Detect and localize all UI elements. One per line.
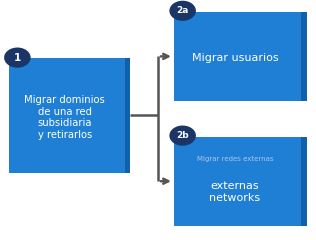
Bar: [301, 12, 307, 101]
Bar: [9, 58, 130, 173]
Text: Migrar redes externas: Migrar redes externas: [197, 156, 273, 162]
Text: Migrar usuarios: Migrar usuarios: [191, 53, 278, 63]
Circle shape: [169, 1, 196, 21]
Bar: [301, 137, 307, 226]
Text: 2b: 2b: [176, 131, 189, 140]
Text: 2a: 2a: [176, 6, 189, 15]
Text: 1: 1: [14, 53, 21, 63]
Bar: [174, 12, 307, 101]
Text: Migrar dominios
de una red
subsidiaria
y retirarlos: Migrar dominios de una red subsidiaria y…: [24, 95, 105, 140]
Text: externas
networks: externas networks: [209, 181, 260, 203]
Bar: [125, 58, 130, 173]
Bar: [174, 137, 307, 226]
Circle shape: [169, 126, 196, 146]
Circle shape: [4, 48, 31, 68]
